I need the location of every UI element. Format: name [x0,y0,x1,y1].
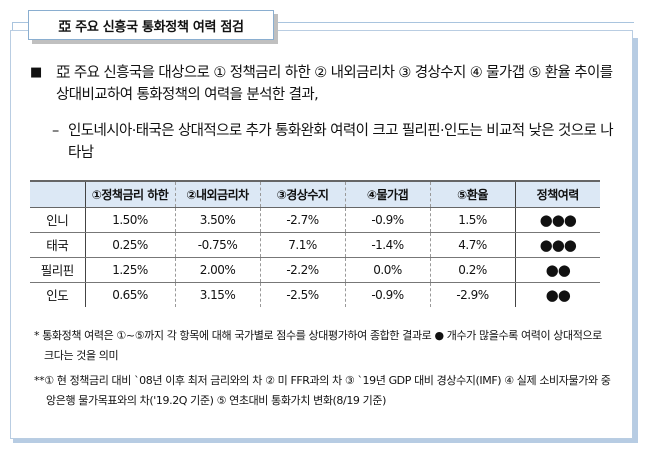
rate-diff-cell: 3.50% [175,207,261,233]
footnote-capacity-text: * 통화정책 여력은 ①~⑤까지 각 항목에 대해 국가별로 점수를 상대평가하… [34,329,602,362]
table-row: 태국 0.25% -0.75% 7.1% -1.4% 4.7% ●●● [30,232,600,258]
capacity-dots-icon: ●●● [515,232,600,258]
table-header-row: ①정책금리 하한 ②내외금리차 ③경상수지 ④물가갭 ⑤환율 정책여력 [30,180,600,208]
header-fx: ⑤환율 [430,180,516,208]
header-policy-rate-floor: ①정책금리 하한 [85,180,176,208]
inflation-gap-cell: -0.9% [345,282,431,307]
current-account-cell: -2.5% [260,282,346,307]
page-title: 亞 주요 신흥국 통화정책 여력 점검 [28,10,274,40]
footnote-capacity: * 통화정책 여력은 ①~⑤까지 각 항목에 대해 국가별로 점수를 상대평가하… [34,326,614,366]
fx-cell: 4.7% [430,232,516,258]
policy-rate-floor-cell: 1.25% [85,257,176,283]
dash-bullet-icon: – [52,123,59,139]
page-title-text: 亞 주요 신흥국 통화정책 여력 점검 [58,19,244,35]
policy-capacity-table: ①정책금리 하한 ②내외금리차 ③경상수지 ④물가갭 ⑤환율 정책여력 인니 1… [30,180,600,307]
inflation-gap-cell: -0.9% [345,207,431,233]
table-row: 필리핀 1.25% 2.00% -2.2% 0.0% 0.2% ●● [30,257,600,283]
country-cell: 인도 [30,282,86,307]
square-bullet-icon: ■ [30,65,42,80]
main-bullet: ■ 亞 주요 신흥국을 대상으로 ① 정책금리 하한 ② 내외금리차 ③ 경상수… [30,62,620,106]
frame-top-line [12,22,634,23]
footnote-definitions-text: **① 현 정책금리 대비 `08년 이후 최저 금리와의 차 ② 미 FFR과… [34,374,611,407]
inflation-gap-cell: -1.4% [345,232,431,258]
header-rate-diff: ②내외금리차 [175,180,261,208]
main-bullet-text: 亞 주요 신흥국을 대상으로 ① 정책금리 하한 ② 내외금리차 ③ 경상수지 … [56,65,613,103]
capacity-dots-icon: ●● [515,257,600,283]
header-blank [30,180,86,208]
fx-cell: -2.9% [430,282,516,307]
table-row: 인니 1.50% 3.50% -2.7% -0.9% 1.5% ●●● [30,207,600,233]
rate-diff-cell: -0.75% [175,232,261,258]
fx-cell: 0.2% [430,257,516,283]
current-account-cell: -2.2% [260,257,346,283]
policy-rate-floor-cell: 1.50% [85,207,176,233]
capacity-dots-icon: ●● [545,285,571,304]
rate-diff-cell: 2.00% [175,257,261,283]
country-cell: 필리핀 [30,257,86,283]
inflation-gap-cell: 0.0% [345,257,431,283]
current-account-cell: 7.1% [260,232,346,258]
capacity-dots-icon: ●●● [515,207,600,233]
sub-bullet: – 인도네시아·태국은 상대적으로 추가 통화완화 여력이 크고 필리핀·인도는… [52,120,620,164]
fx-cell: 1.5% [430,207,516,233]
table-row: 인도 0.65% 3.15% -2.5% -0.9% -2.9% ●● [30,282,600,307]
header-capacity: 정책여력 [515,180,600,208]
rate-diff-cell: 3.15% [175,282,261,307]
header-current-account: ③경상수지 [260,180,346,208]
current-account-cell: -2.7% [260,207,346,233]
country-cell: 인니 [30,207,86,233]
sub-bullet-text: 인도네시아·태국은 상대적으로 추가 통화완화 여력이 크고 필리핀·인도는 비… [68,123,614,161]
policy-rate-floor-cell: 0.65% [85,282,176,307]
footnote-definitions: **① 현 정책금리 대비 `08년 이후 최저 금리와의 차 ② 미 FFR과… [34,371,614,411]
policy-rate-floor-cell: 0.25% [85,232,176,258]
header-inflation-gap: ④물가갭 [345,180,431,208]
country-cell: 태국 [30,232,86,258]
